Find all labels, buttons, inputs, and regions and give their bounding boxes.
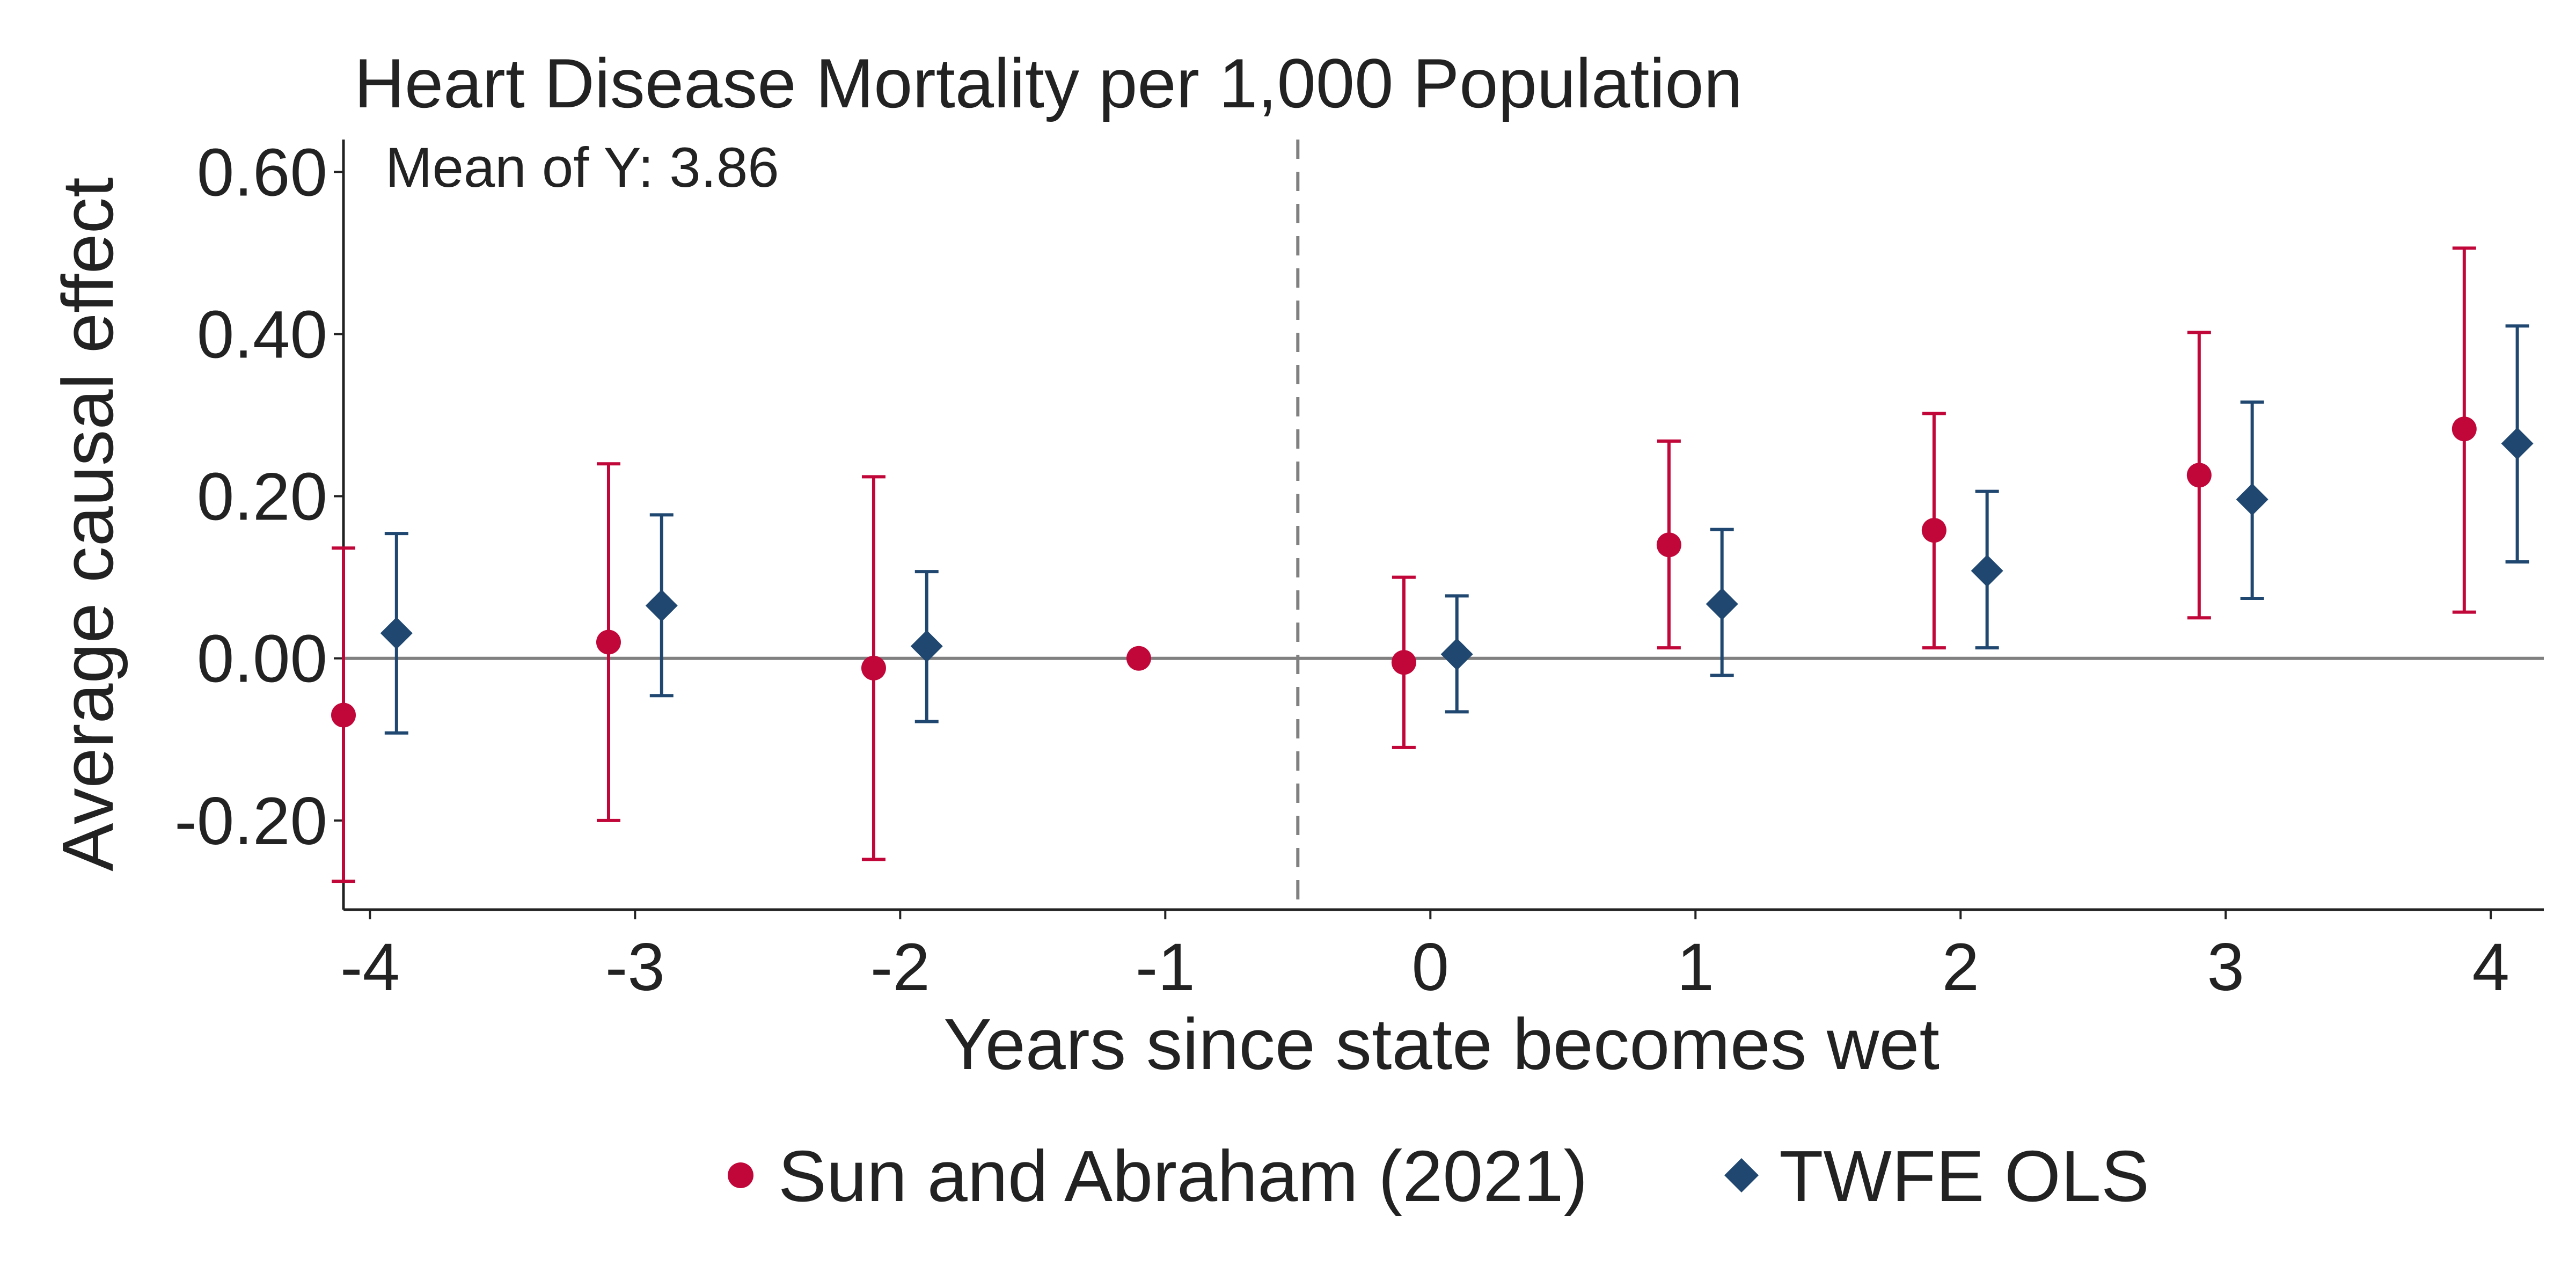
point-marker (596, 630, 621, 655)
x-axis-label: Years since state becomes wet (943, 1004, 1940, 1085)
x-tick-label: 2 (1942, 930, 1979, 1005)
mean-annotation: Mean of Y: 3.86 (385, 136, 779, 199)
point-marker (2236, 483, 2268, 516)
data-marks (331, 246, 2534, 883)
x-axis-ticks: -4 -3 -2 -1 0 1 2 3 4 (340, 910, 2509, 1005)
legend-label: Sun and Abraham (2021) (778, 1136, 1588, 1217)
plot-area (342, 140, 2544, 911)
x-tick-label: 4 (2472, 930, 2509, 1005)
x-tick-label: 3 (2207, 930, 2244, 1005)
x-tick-label: 1 (1677, 930, 1715, 1005)
y-tick-label: 0.40 (197, 298, 327, 372)
point-marker (861, 655, 886, 680)
y-axis-label: Average causal effect (47, 177, 128, 871)
legend: Sun and Abraham (2021) TWFE OLS (728, 1136, 2149, 1217)
point-marker (2186, 463, 2212, 488)
legend-marker-circle (728, 1162, 753, 1188)
x-tick-label: -3 (605, 930, 665, 1005)
point-marker (910, 630, 943, 663)
point-marker (380, 617, 413, 649)
point-marker (1391, 650, 1416, 675)
y-tick-label: 0.60 (197, 135, 327, 210)
y-tick-label: 0.20 (197, 460, 327, 535)
y-tick-label: -0.20 (174, 784, 327, 859)
x-tick-label: -2 (870, 930, 930, 1005)
point-marker (1706, 588, 1738, 620)
x-tick-label: 0 (1412, 930, 1450, 1005)
point-marker (2451, 416, 2477, 442)
point-marker (1656, 532, 1681, 558)
legend-label: TWFE OLS (1779, 1136, 2149, 1217)
point-marker (1440, 638, 1473, 671)
series-sun-abraham (331, 246, 2477, 883)
y-axis-ticks: 0.60 0.40 0.20 0.00 -0.20 (174, 135, 343, 859)
point-marker (331, 702, 356, 728)
y-tick-label: 0.00 (197, 622, 327, 697)
point-marker (1971, 554, 2003, 587)
point-marker (2501, 427, 2534, 460)
point-marker (1921, 518, 1946, 543)
x-tick-label: -4 (340, 930, 400, 1005)
chart-title: Heart Disease Mortality per 1,000 Popula… (354, 44, 1743, 122)
point-marker (1126, 646, 1151, 671)
series-twfe-ols (380, 324, 2534, 735)
legend-marker-diamond (1724, 1158, 1759, 1192)
x-tick-label: -1 (1136, 930, 1195, 1005)
point-marker (645, 589, 678, 622)
